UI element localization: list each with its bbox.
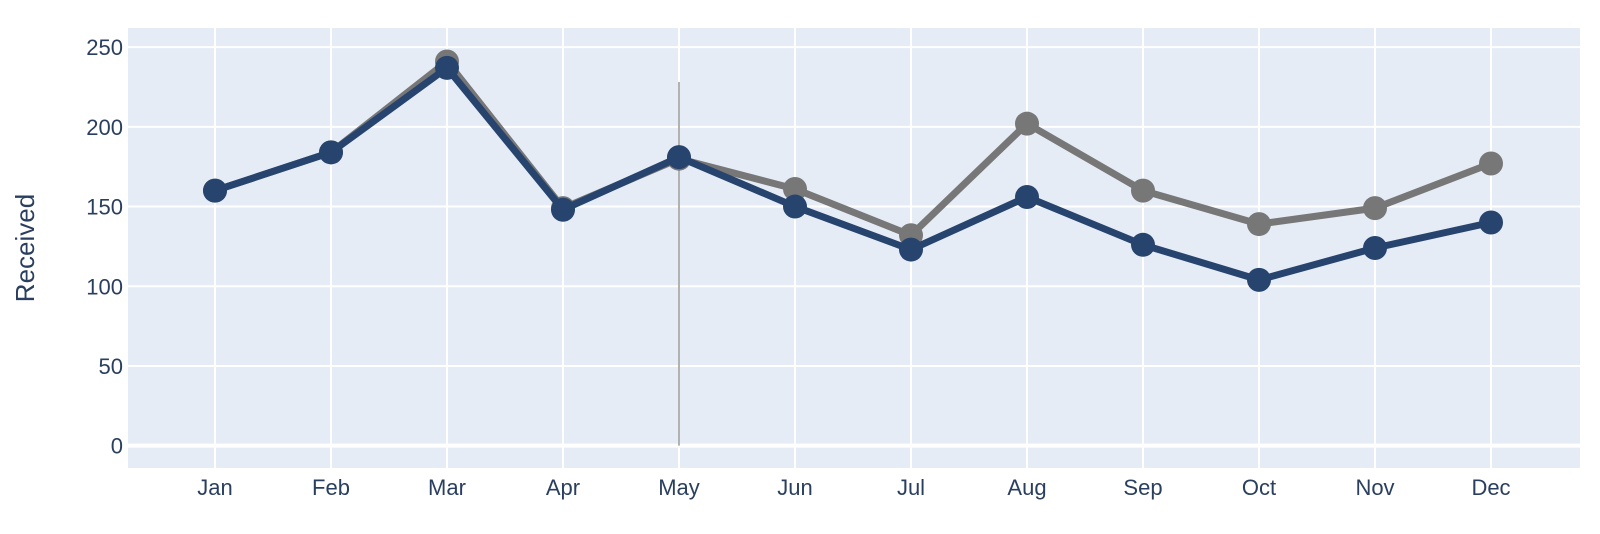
y-tick-label: 150 xyxy=(86,195,123,220)
x-tick-label: Feb xyxy=(312,475,350,500)
y-tick-label: 0 xyxy=(111,434,123,459)
data-point xyxy=(1363,196,1387,221)
y-axis-ticks: 0 50 100 150 200 250 xyxy=(86,35,123,459)
x-tick-label: Jul xyxy=(897,475,925,500)
data-point xyxy=(1247,212,1271,237)
data-point xyxy=(1015,111,1039,136)
data-point xyxy=(783,177,807,202)
data-point xyxy=(783,194,807,219)
data-point xyxy=(1363,236,1387,260)
data-point xyxy=(551,197,575,222)
x-tick-label: Jun xyxy=(777,475,812,500)
series-line xyxy=(211,57,1495,239)
x-tick-label: Jan xyxy=(197,475,232,500)
x-tick-label: Sep xyxy=(1123,475,1162,500)
y-tick-label: 100 xyxy=(86,274,123,299)
data-point xyxy=(1131,178,1155,203)
data-point xyxy=(667,145,691,170)
series-line xyxy=(211,64,1495,284)
data-point xyxy=(1131,232,1155,257)
data-point xyxy=(1247,267,1271,292)
series-layer xyxy=(203,49,1503,292)
x-tick-label: Dec xyxy=(1471,475,1510,500)
x-axis-ticks: Jan Feb Mar Apr May Jun Jul Aug Sep Oct Nov Dec xyxy=(197,475,1510,500)
x-tick-label: Aug xyxy=(1007,475,1046,500)
y-tick-label: 250 xyxy=(86,35,123,60)
data-point xyxy=(1015,184,1039,209)
x-tick-label: Mar xyxy=(428,475,466,500)
x-tick-label: Apr xyxy=(546,475,580,500)
data-point xyxy=(1479,210,1503,235)
data-point xyxy=(899,237,923,262)
y-tick-label: 200 xyxy=(86,115,123,140)
data-point xyxy=(319,140,343,165)
y-tick-label: 50 xyxy=(99,354,123,379)
x-tick-label: Oct xyxy=(1242,475,1276,500)
x-tick-label: May xyxy=(658,475,700,500)
data-point xyxy=(1479,151,1503,176)
data-point xyxy=(203,178,227,203)
data-point xyxy=(435,55,459,80)
y-axis-title: Received xyxy=(10,194,40,302)
series-2 xyxy=(203,55,1503,292)
plot-area xyxy=(128,28,1580,468)
x-tick-label: Nov xyxy=(1355,475,1394,500)
